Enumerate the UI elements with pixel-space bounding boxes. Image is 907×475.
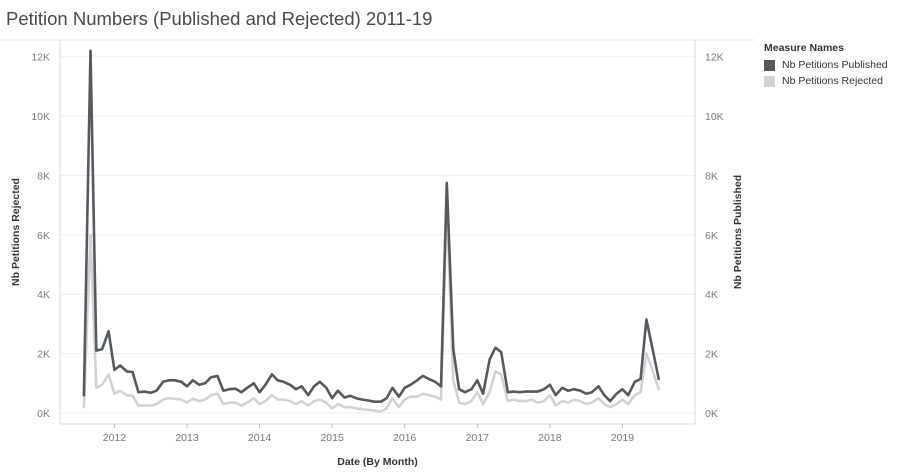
x-tick-label: 2019 — [611, 432, 635, 444]
legend-label-rejected: Nb Petitions Rejected — [782, 75, 883, 87]
x-tick-label: 2015 — [320, 432, 344, 444]
y-tick-label-right: 2K — [705, 349, 718, 361]
y-tick-label-left: 10K — [31, 111, 50, 123]
x-tick-label: 2012 — [103, 432, 127, 444]
x-tick-label: 2017 — [466, 432, 490, 444]
x-tick-label: 2016 — [393, 432, 417, 444]
y-tick-label-right: 4K — [705, 289, 718, 301]
y-tick-label-right: 8K — [705, 170, 718, 182]
legend-title: Measure Names — [764, 42, 844, 54]
y-tick-label-left: 8K — [37, 170, 50, 182]
y-tick-label-left: 12K — [31, 52, 50, 64]
x-axis-title: Date (By Month) — [337, 456, 418, 468]
y-tick-label-right: 0K — [705, 408, 718, 420]
legend-label-published: Nb Petitions Published — [782, 59, 888, 71]
y-tick-label-right: 12K — [705, 52, 724, 64]
y-tick-label-right: 10K — [705, 111, 724, 123]
y-tick-label-right: 6K — [705, 230, 718, 242]
x-tick-label: 2018 — [538, 432, 562, 444]
x-tick-label: 2014 — [248, 432, 272, 444]
y-tick-label-left: 0K — [37, 408, 50, 420]
y-axis-title-left: Nb Petitions Rejected — [10, 178, 22, 286]
y-axis-title-right: Nb Petitions Published — [732, 175, 744, 289]
y-tick-label-left: 2K — [37, 349, 50, 361]
legend-item-published[interactable]: Nb Petitions Published — [764, 59, 888, 71]
x-tick-label: 2013 — [175, 432, 199, 444]
legend-item-rejected[interactable]: Nb Petitions Rejected — [764, 75, 888, 87]
legend-swatch-rejected — [764, 75, 775, 87]
y-tick-label-left: 6K — [37, 230, 50, 242]
legend: Measure Names Nb Petitions Published Nb … — [764, 42, 888, 91]
series-line-published — [82, 49, 660, 403]
y-tick-label-left: 4K — [37, 289, 50, 301]
legend-swatch-published — [764, 59, 775, 71]
chart-title: Petition Numbers (Published and Rejected… — [6, 8, 433, 29]
series-line-rejected — [82, 203, 660, 413]
